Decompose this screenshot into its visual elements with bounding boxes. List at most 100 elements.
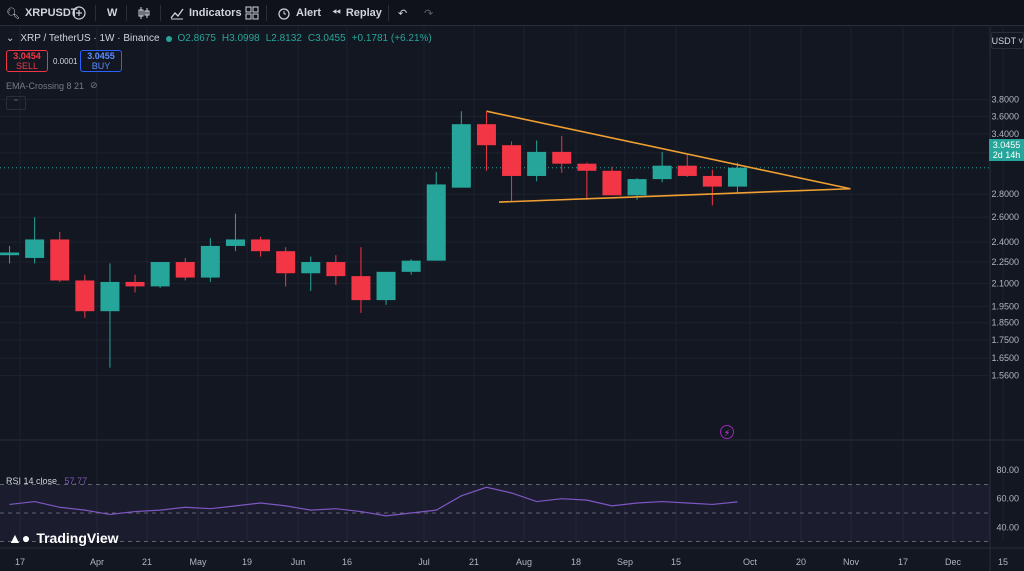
candle-body (602, 170, 622, 196)
candle-body (225, 239, 245, 246)
time-tick-label: Sep (617, 557, 633, 567)
rsi-legend[interactable]: RSI 14 close 57.77 (6, 476, 87, 486)
price-tick-label: 2.2500 (991, 257, 1019, 267)
rsi-axis: 80.00 60.00 40.00 (996, 465, 1019, 532)
legend-close: C3.0455 (307, 33, 346, 44)
top-toolbar: 🔍︎ XRPUSDT W Indicators (0, 0, 1024, 26)
candle-body (502, 145, 522, 176)
indicators-icon (170, 8, 184, 20)
buy-button[interactable]: 3.0455 BUY (80, 50, 122, 72)
undo-button[interactable]: ↶ (398, 0, 407, 26)
collapse-legend-button[interactable]: ⌃ (6, 96, 26, 110)
time-tick-label: 15 (671, 557, 681, 567)
last-price: 3.0455 (992, 140, 1021, 150)
time-tick-label: 17 (898, 557, 908, 567)
candle-body (451, 124, 471, 188)
replay-button[interactable]: ⏪︎ Replay (332, 0, 382, 26)
eye-hidden-icon[interactable]: ⊘ (90, 80, 98, 90)
price-tick-label: 2.1000 (991, 278, 1019, 288)
search-icon: 🔍︎ (6, 7, 20, 20)
candle-body (476, 124, 496, 146)
time-tick-label: 19 (242, 557, 252, 567)
candle-body (0, 252, 20, 256)
candle-body (150, 262, 170, 287)
last-price-tag: 3.0455 2d 14h (989, 139, 1024, 161)
candle-body (527, 151, 547, 176)
currency-select[interactable]: USDT ˅ (991, 32, 1024, 49)
sell-button[interactable]: 3.0454 SELL (6, 50, 48, 72)
candle-body (100, 281, 120, 312)
layouts-button[interactable] (245, 0, 259, 26)
chevron-down-icon[interactable]: ⌄ (6, 33, 15, 44)
rsi-tick-label: 80.00 (996, 465, 1019, 475)
price-tick-label: 2.8000 (991, 189, 1019, 199)
redo-icon: ↷ (424, 7, 434, 20)
market-open-icon (165, 35, 172, 42)
candle-body (727, 167, 747, 187)
triangle-pattern (486, 110, 851, 203)
triangle-upper-line (486, 110, 851, 190)
time-axis: 17 Apr 21 May 19 Jun 16 Jul 21 Aug 18 Sep 15 Oct 20 Nov… (15, 557, 1008, 567)
candle-body (301, 262, 321, 274)
tradingview-logo[interactable]: ▲● TradingView (8, 530, 119, 546)
chevron-up-icon: ⌃ (12, 98, 20, 107)
candle-body (577, 163, 597, 171)
candle-body (75, 280, 95, 312)
candle-body (376, 271, 396, 301)
time-tick-label: May (189, 557, 207, 567)
symbol-search[interactable]: 🔍︎ XRPUSDT (6, 0, 78, 26)
rewind-icon: ⏪︎ (332, 6, 341, 19)
compare-symbol-button[interactable] (72, 0, 86, 26)
indicators-label: Indicators (189, 7, 242, 19)
candle-body (677, 165, 697, 176)
undo-icon: ↶ (398, 7, 408, 20)
layout-grid-icon (245, 6, 259, 20)
price-tick-label: 3.6000 (991, 111, 1019, 121)
candle-body (25, 239, 45, 258)
indicators-button[interactable]: Indicators (170, 0, 242, 26)
time-tick-label: Apr (90, 557, 104, 567)
sell-label: SELL (15, 61, 39, 71)
time-tick-label: Nov (843, 557, 860, 567)
candle-body (627, 179, 647, 196)
time-tick-label: Dec (945, 557, 962, 567)
ema-indicator-legend[interactable]: EMA-Crossing 8 21 ⊘ (6, 80, 98, 91)
interval-button[interactable]: W (107, 0, 117, 26)
spread-value: 0.0001 (53, 57, 78, 66)
price-axis: 3.80003.60003.40003.20002.80002.60002.40… (991, 95, 1019, 381)
time-tick-label: Jun (291, 557, 306, 567)
time-tick-label: 16 (342, 557, 352, 567)
rsi-pane (0, 483, 990, 542)
chart-type-button[interactable] (137, 0, 151, 26)
lightning-icon[interactable]: ⚡︎ (720, 425, 734, 439)
currency-label: USDT (991, 35, 1017, 46)
time-tick-label: 20 (796, 557, 806, 567)
time-tick-label: 21 (469, 557, 479, 567)
time-tick-label: 18 (571, 557, 581, 567)
price-tick-label: 1.5600 (991, 371, 1019, 381)
price-tick-label: 2.4000 (991, 237, 1019, 247)
tradingview-mark-icon: ▲● (8, 530, 31, 546)
candle-body (401, 260, 421, 272)
candle-body (251, 239, 271, 252)
candle-body (326, 262, 346, 277)
price-tick-label: 1.9500 (991, 301, 1019, 311)
candle-body (351, 276, 371, 301)
candle-body (426, 184, 446, 261)
symbol-legend: ⌄ XRP / TetherUS · 1W · Binance O2.8675 … (6, 33, 432, 44)
interval-label: W (107, 7, 118, 19)
alert-label: Alert (296, 7, 322, 19)
price-tick-label: 3.8000 (991, 95, 1019, 105)
legend-title: XRP / TetherUS · 1W · Binance (20, 33, 160, 44)
price-tick-label: 3.4000 (991, 129, 1019, 139)
time-tick-label: Aug (516, 557, 532, 567)
candle-body (702, 175, 722, 187)
ema-label: EMA-Crossing 8 21 (6, 80, 85, 91)
redo-button[interactable]: ↷ (424, 0, 433, 26)
time-tick-label: 21 (142, 557, 152, 567)
price-tick-label: 1.7500 (991, 335, 1019, 345)
alert-button[interactable]: Alert (277, 0, 321, 26)
price-tick-label: 2.6000 (991, 212, 1019, 222)
candle-body (552, 151, 572, 164)
